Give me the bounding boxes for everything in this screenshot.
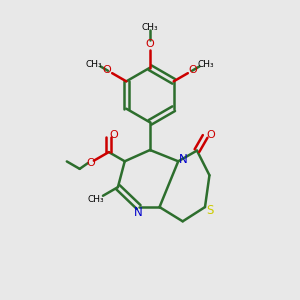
Text: CH₃: CH₃ [88, 195, 104, 204]
Text: O: O [102, 65, 111, 76]
Text: N: N [178, 153, 188, 166]
Text: O: O [189, 65, 198, 76]
Text: CH₃: CH₃ [198, 61, 214, 70]
Text: S: S [207, 204, 214, 217]
Text: O: O [206, 130, 215, 140]
Text: CH₃: CH₃ [86, 61, 102, 70]
Text: CH₃: CH₃ [142, 23, 158, 32]
Text: O: O [109, 130, 118, 140]
Text: O: O [86, 158, 95, 168]
Text: O: O [146, 40, 154, 50]
Text: N: N [134, 206, 143, 219]
